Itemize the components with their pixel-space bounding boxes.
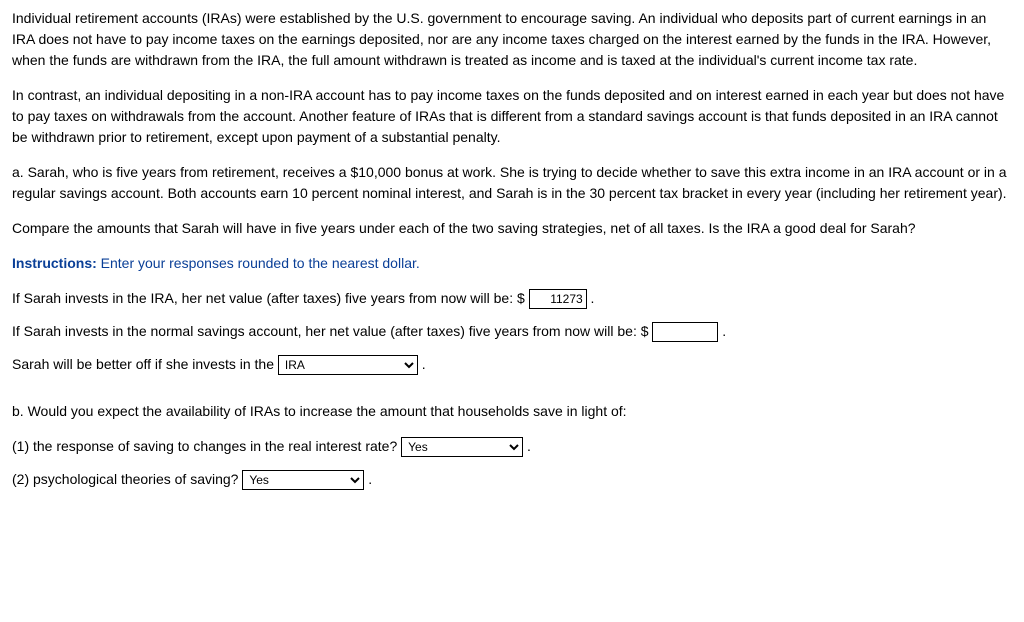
part-b-q2-pre: (2) psychological theories of saving? (12, 471, 242, 487)
part-a-compare: Compare the amounts that Sarah will have… (12, 218, 1012, 239)
part-b-q2-select[interactable]: YesNo (242, 470, 364, 490)
part-b-q2-post: . (364, 471, 372, 487)
savings-answer-post: . (718, 323, 726, 339)
part-a-prompt: a. Sarah, who is five years from retirem… (12, 162, 1012, 204)
part-b-q1-select[interactable]: YesNo (401, 437, 523, 457)
part-b-prompt: b. Would you expect the availability of … (12, 401, 1012, 422)
ira-value-input[interactable] (529, 289, 587, 309)
better-off-pre: Sarah will be better off if she invests … (12, 356, 278, 372)
instructions-line: Instructions: Enter your responses round… (12, 253, 1012, 274)
part-b-q1-pre: (1) the response of saving to changes in… (12, 438, 401, 454)
ira-answer-pre: If Sarah invests in the IRA, her net val… (12, 290, 529, 306)
intro-paragraph-1: Individual retirement accounts (IRAs) we… (12, 8, 1012, 71)
ira-answer-post: . (587, 290, 595, 306)
part-b-q1-post: . (523, 438, 531, 454)
intro-paragraph-2: In contrast, an individual depositing in… (12, 85, 1012, 148)
instructions-label: Instructions: (12, 255, 97, 271)
instructions-text: Enter your responses rounded to the near… (97, 255, 420, 271)
better-off-select[interactable]: IRAsavings account (278, 355, 418, 375)
savings-value-input[interactable] (652, 322, 718, 342)
better-off-post: . (418, 356, 426, 372)
savings-answer-pre: If Sarah invests in the normal savings a… (12, 323, 652, 339)
